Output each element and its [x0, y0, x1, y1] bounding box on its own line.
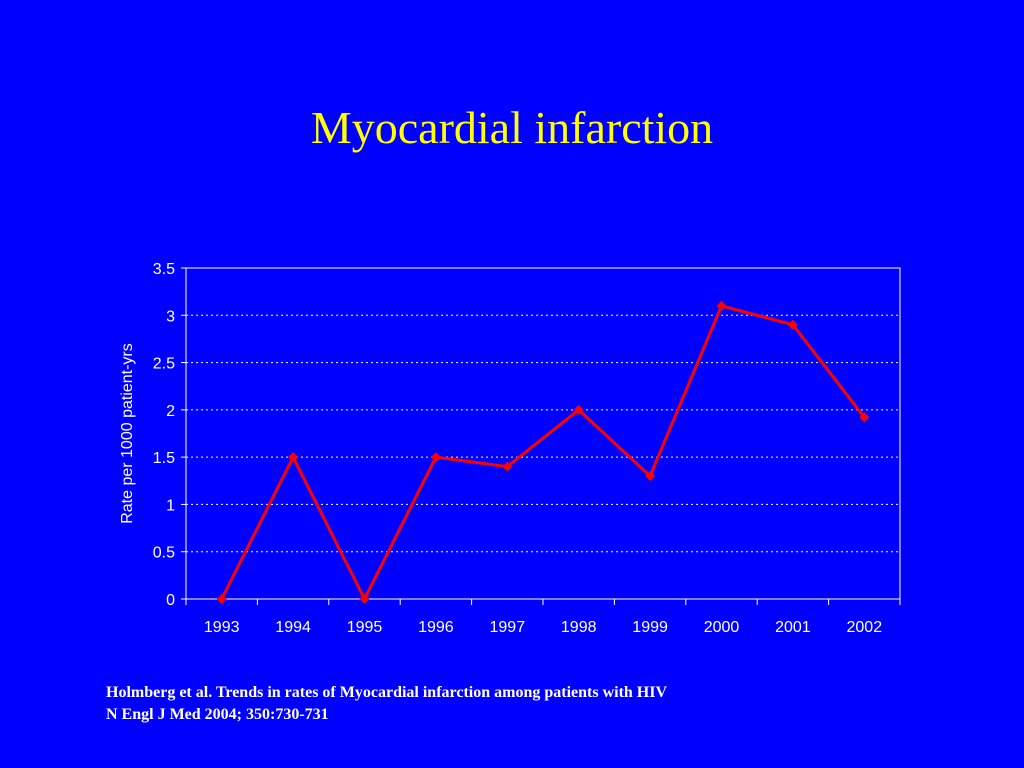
y-tick-label: 0: [166, 592, 175, 609]
data-point: [430, 452, 441, 463]
citation: Holmberg et al. Trends in rates of Myoca…: [106, 682, 667, 726]
x-tick-label: 1999: [632, 619, 668, 636]
series: [216, 300, 870, 604]
data-point: [573, 404, 584, 415]
x-tick-label: 1997: [490, 619, 526, 636]
x-tick-label: 1995: [347, 619, 383, 636]
gridlines: [186, 267, 900, 553]
data-point: [288, 452, 299, 463]
x-tick-label: 1998: [561, 619, 597, 636]
y-tick-label: 1: [166, 497, 175, 514]
data-point: [859, 412, 870, 423]
series-line: [220, 304, 866, 601]
data-point: [502, 461, 513, 472]
citation-line-1: Holmberg et al. Trends in rates of Myoca…: [106, 684, 668, 701]
data-point: [645, 471, 656, 482]
citation-line-2: N Engl J Med 2004; 350:730-731: [106, 706, 329, 723]
y-tick-label: 1.5: [153, 450, 175, 467]
axes: 0 0.5 1 1.5 2 2.5 3 3.5 1993 1994 1995 1996 1997 1998…: [153, 261, 901, 636]
slide-title: Myocardial infarction: [310, 102, 714, 153]
y-tick-label: 3: [166, 308, 175, 325]
x-tick-label: 1996: [418, 619, 454, 636]
x-tick-label: 1994: [275, 619, 311, 636]
data-point: [216, 594, 227, 604]
y-tick-label: 0.5: [153, 545, 175, 562]
x-tick-label: 1993: [204, 619, 240, 636]
data-point: [787, 319, 798, 330]
y-axis-label: Rate per 1000 patient-yrs: [119, 343, 136, 524]
y-tick-label: 2: [166, 403, 175, 420]
x-tick-label: 2002: [847, 619, 883, 636]
data-point: [716, 300, 727, 311]
plot-area: [185, 267, 901, 600]
y-tick-label: 3.5: [153, 261, 175, 278]
data-point: [359, 594, 370, 604]
x-tick-label: 2001: [775, 619, 811, 636]
x-tick-label: 2000: [704, 619, 740, 636]
y-tick-label: 2.5: [153, 356, 175, 373]
